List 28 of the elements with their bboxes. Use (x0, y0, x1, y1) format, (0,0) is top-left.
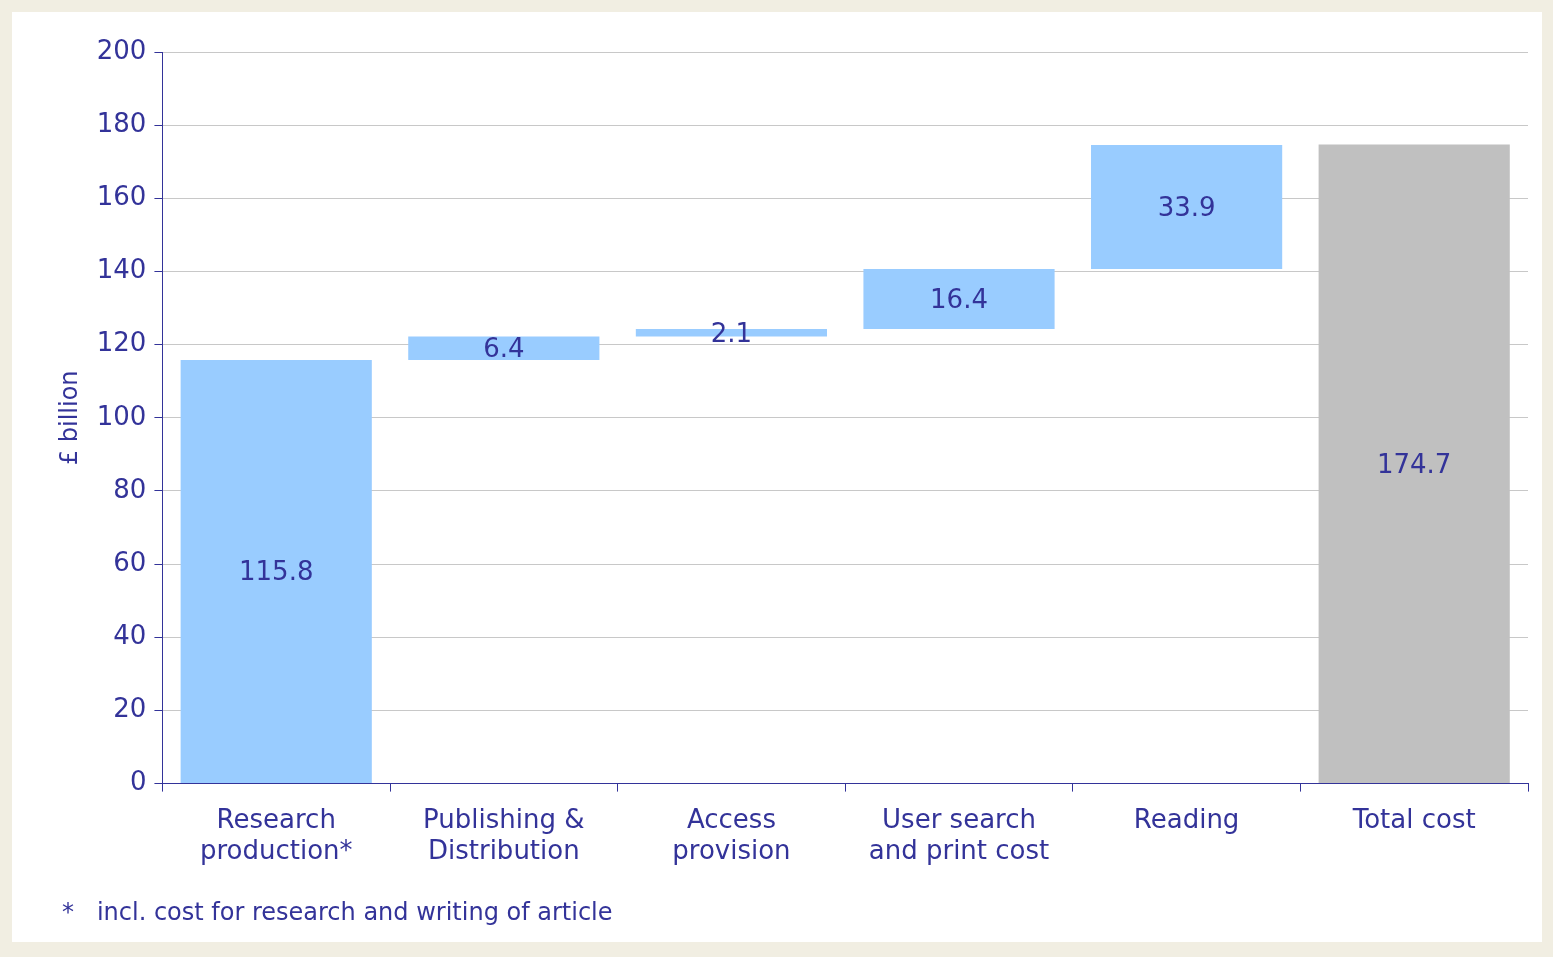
x-tick-label: Reading (1133, 803, 1240, 834)
data-label: 16.4 (930, 283, 988, 314)
x-tick-label: Total cost (1351, 803, 1476, 834)
y-axis-title: £ billion (54, 370, 83, 466)
bar (180, 360, 372, 784)
x-tick-label: User search and print cost (868, 803, 1050, 866)
y-tick-label: 180 (96, 107, 147, 138)
data-label: 115.8 (239, 556, 314, 587)
x-tick-label: Publishing & Distribution (423, 803, 585, 866)
y-tick-label: 140 (96, 254, 147, 285)
y-tick-label: 120 (96, 327, 147, 358)
data-label: 33.9 (1157, 191, 1216, 222)
y-tick-label: 200 (96, 34, 147, 65)
y-tick-label: 0 (129, 766, 147, 797)
y-tick-label: 60 (113, 546, 147, 577)
bar (863, 268, 1055, 329)
y-tick-label: 160 (96, 181, 147, 212)
y-tick-label: 80 (113, 473, 147, 504)
y-tick-label: 20 (113, 693, 147, 724)
bar (408, 336, 600, 360)
x-tick-label: Research production* (199, 803, 353, 866)
data-label: 6.4 (483, 333, 525, 364)
y-tick-label: 40 (113, 620, 147, 651)
y-tick-label: 100 (96, 400, 147, 431)
bar (1091, 144, 1283, 269)
text: * incl. cost for research and writing of article (62, 898, 613, 926)
data-label: 174.7 (1376, 448, 1452, 479)
x-tick-label: Access provision (672, 803, 791, 866)
